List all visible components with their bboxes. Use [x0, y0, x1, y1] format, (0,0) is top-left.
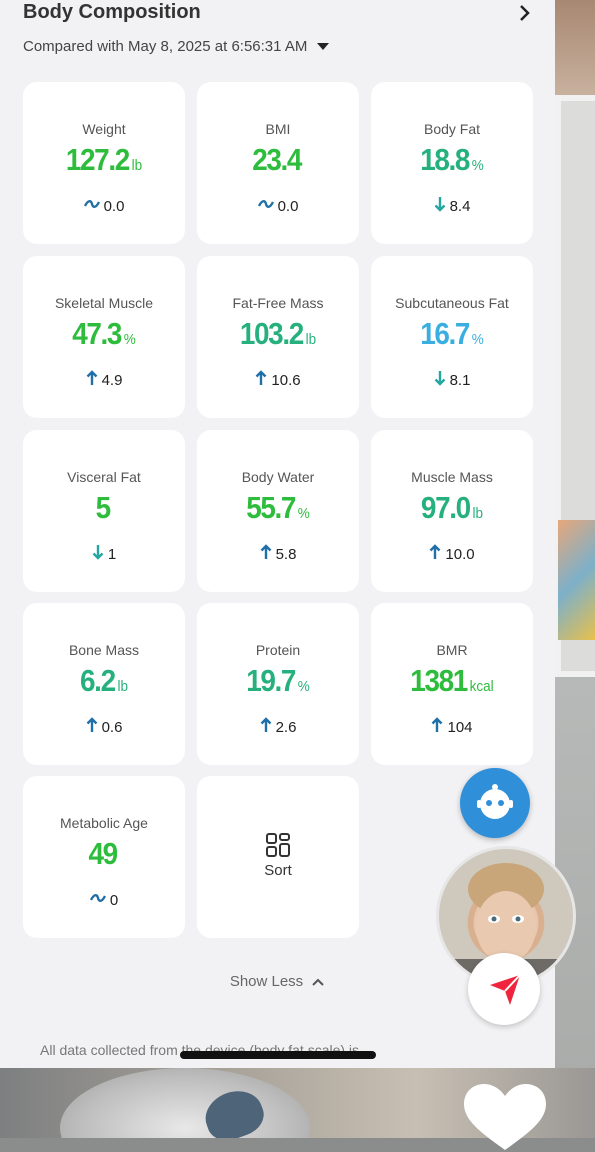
- metric-label: Skeletal Muscle: [54, 295, 154, 311]
- send-arrow-icon: [490, 974, 521, 1005]
- comparison-selector[interactable]: Compared with May 8, 2025 at 6:56:31 AM: [23, 38, 330, 55]
- show-less-button[interactable]: Show Less: [0, 973, 555, 990]
- home-indicator: [180, 1051, 376, 1059]
- arrow-down-icon: [434, 370, 446, 390]
- metric-card-body-water[interactable]: Body Water 55.7% 5.8: [197, 430, 359, 592]
- metric-value: 103.2 lb: [239, 316, 317, 351]
- metric-change: 4.9: [23, 370, 185, 390]
- arrow-up-icon: [429, 544, 441, 564]
- metric-change: 104: [371, 717, 533, 737]
- tilde-icon: [83, 196, 100, 216]
- metric-unit: lb: [117, 678, 128, 695]
- metric-label: Weight: [82, 121, 126, 137]
- metric-card-muscle-mass[interactable]: Muscle Mass 97.0 lb 10.0: [371, 430, 533, 592]
- metric-label: Body Fat: [423, 121, 481, 137]
- sort-label: Sort: [264, 862, 292, 879]
- robot-icon: [477, 784, 513, 819]
- arrow-up-icon: [260, 717, 272, 737]
- metric-change: 1: [23, 544, 185, 564]
- tilde-icon: [257, 196, 274, 216]
- arrow-up-icon: [255, 370, 267, 390]
- chevron-right-icon[interactable]: [514, 3, 534, 23]
- metric-label: BMR: [436, 642, 468, 658]
- metric-value: 16.7%: [420, 316, 484, 351]
- comparison-text: Compared with May 8, 2025 at 6:56:31 AM: [23, 38, 308, 55]
- assistant-bot-button[interactable]: [460, 768, 530, 838]
- sort-button[interactable]: Sort: [197, 776, 359, 938]
- metric-value: 23.4: [252, 142, 302, 177]
- chevron-up-icon: [312, 978, 324, 986]
- arrow-up-icon: [86, 370, 98, 390]
- metric-card-metabolic-age[interactable]: Metabolic Age 49 0: [23, 776, 185, 938]
- metric-label: Body Water: [241, 469, 315, 485]
- metric-unit: %: [297, 505, 310, 522]
- metric-change: 8.4: [371, 196, 533, 216]
- metric-change: 0.0: [23, 196, 185, 216]
- metric-change: 0.0: [197, 196, 359, 216]
- metric-value: 47.3%: [72, 316, 136, 351]
- metric-label: Bone Mass: [68, 642, 140, 658]
- background-artwork: [558, 520, 595, 640]
- metric-card-bmi[interactable]: BMI 23.4 0.0: [197, 82, 359, 244]
- metric-unit: kcal: [469, 678, 494, 695]
- arrow-up-icon: [260, 544, 272, 564]
- metric-card-bone-mass[interactable]: Bone Mass 6.2 lb 0.6: [23, 603, 185, 765]
- heart-icon[interactable]: [460, 1082, 550, 1152]
- metric-value: 127.2 lb: [65, 142, 143, 177]
- panel-title: Body Composition: [23, 1, 201, 23]
- show-less-label: Show Less: [229, 973, 304, 990]
- metric-value: 97.0 lb: [420, 490, 484, 525]
- arrow-up-icon: [431, 717, 443, 737]
- metric-unit: %: [297, 678, 310, 695]
- metric-card-visceral-fat[interactable]: Visceral Fat 5 1: [23, 430, 185, 592]
- metric-label: Metabolic Age: [60, 815, 148, 831]
- metric-value: 5: [95, 490, 112, 525]
- arrow-down-icon: [92, 544, 104, 564]
- metric-unit: lb: [472, 505, 484, 522]
- metric-value: 6.2 lb: [80, 663, 128, 698]
- metric-change: 8.1: [371, 370, 533, 390]
- metric-card-body-fat[interactable]: Body Fat 18.8% 8.4: [371, 82, 533, 244]
- arrow-down-icon: [434, 196, 446, 216]
- metric-label: Visceral Fat: [67, 469, 141, 485]
- metric-card-fat-free-mass[interactable]: Fat-Free Mass 103.2 lb 10.6: [197, 256, 359, 418]
- metric-unit: %: [471, 331, 484, 348]
- metric-card-protein[interactable]: Protein 19.7% 2.6: [197, 603, 359, 765]
- background-shade: [555, 0, 595, 100]
- metric-card-subcutaneous-fat[interactable]: Subcutaneous Fat 16.7% 8.1: [371, 256, 533, 418]
- metric-change: 10.6: [197, 370, 359, 390]
- metric-unit: %: [471, 157, 484, 174]
- metric-label: BMI: [265, 121, 291, 137]
- metric-card-skeletal-muscle[interactable]: Skeletal Muscle 47.3% 4.9: [23, 256, 185, 418]
- metric-label: Fat-Free Mass: [232, 295, 324, 311]
- metric-card-weight[interactable]: Weight 127.2 lb 0.0: [23, 82, 185, 244]
- metric-unit: lb: [131, 157, 143, 174]
- metric-label: Muscle Mass: [411, 469, 493, 485]
- caret-down-icon: [317, 43, 330, 50]
- metric-change: 0: [23, 890, 185, 910]
- metric-label: Protein: [255, 642, 301, 658]
- metric-label: Subcutaneous Fat: [395, 295, 509, 311]
- metric-unit: %: [123, 331, 136, 348]
- metric-change: 0.6: [23, 717, 185, 737]
- metric-unit: lb: [305, 331, 317, 348]
- metric-change: 2.6: [197, 717, 359, 737]
- metric-value: 55.7%: [246, 490, 310, 525]
- metric-value: 49: [88, 836, 118, 871]
- metric-card-bmr[interactable]: BMR 1381 kcal 104: [371, 603, 533, 765]
- metric-change: 10.0: [371, 544, 533, 564]
- metric-value: 18.8%: [420, 142, 484, 177]
- grid-sort-icon: [266, 833, 290, 857]
- tilde-icon: [89, 890, 106, 910]
- arrow-up-icon: [86, 717, 98, 737]
- metric-value: 1381 kcal: [410, 663, 494, 698]
- metric-change: 5.8: [197, 544, 359, 564]
- share-send-button[interactable]: [468, 953, 540, 1025]
- metric-value: 19.7%: [246, 663, 310, 698]
